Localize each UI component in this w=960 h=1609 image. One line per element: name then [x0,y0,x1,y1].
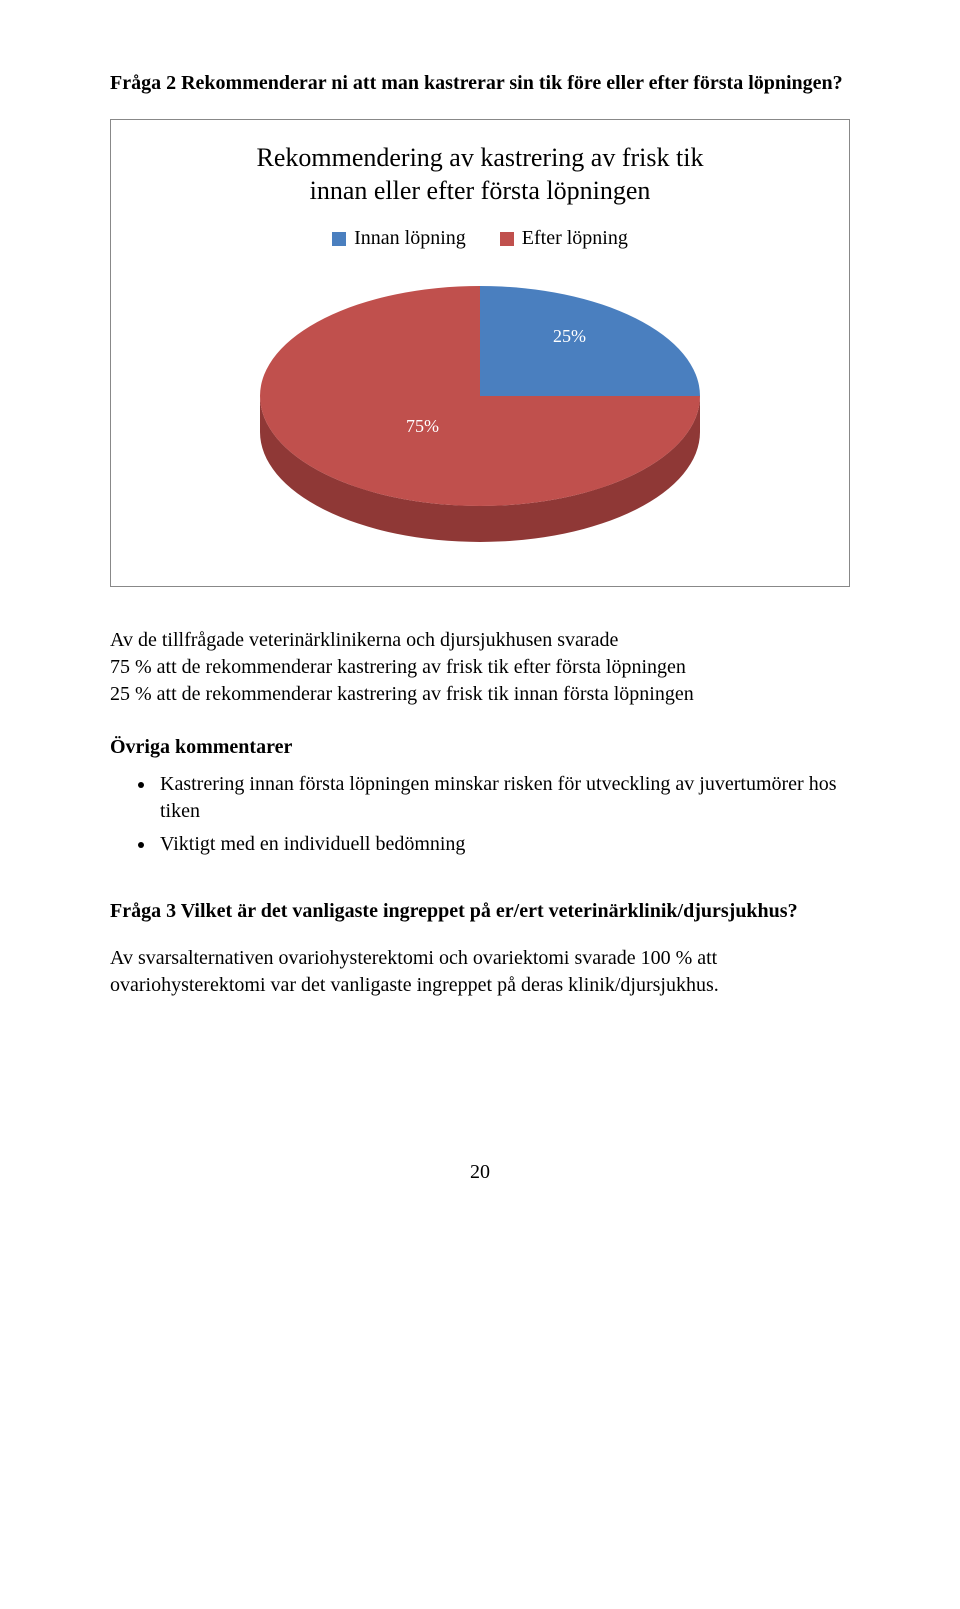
list-item: Viktigt med en individuell bedömning [156,831,850,858]
legend-label-innan: Innan löpning [354,225,466,252]
question-3-body: Av svarsalternativen ovariohysterektomi … [110,945,850,999]
chart-container: Rekommendering av kastrering av frisk ti… [110,119,850,587]
page-number: 20 [110,1159,850,1186]
legend-item-efter: Efter löpning [500,225,628,252]
comments-list: Kastrering innan första löpningen minska… [110,771,850,858]
legend-item-innan: Innan löpning [332,225,466,252]
chart-legend: Innan löpning Efter löpning [131,225,829,252]
pie-label-25: 25% [553,324,586,348]
pie-svg [220,266,740,556]
legend-swatch-efter [500,232,514,246]
legend-label-efter: Efter löpning [522,225,628,252]
answer-summary: Av de tillfrågade veterinärklinikerna oc… [110,627,850,708]
chart-title-line1: Rekommendering av kastrering av frisk ti… [257,143,704,172]
question-3-heading: Fråga 3 Vilket är det vanligaste ingrepp… [110,898,850,925]
chart-title: Rekommendering av kastrering av frisk ti… [131,142,829,207]
question-2-heading: Fråga 2 Rekommenderar ni att man kastrer… [110,70,850,97]
list-item: Kastrering innan första löpningen minska… [156,771,850,825]
pie-label-75: 75% [406,414,439,438]
comments-heading: Övriga kommentarer [110,734,850,761]
chart-title-line2: innan eller efter första löpningen [310,176,651,205]
legend-swatch-innan [332,232,346,246]
pie-chart: 25% 75% [220,266,740,556]
